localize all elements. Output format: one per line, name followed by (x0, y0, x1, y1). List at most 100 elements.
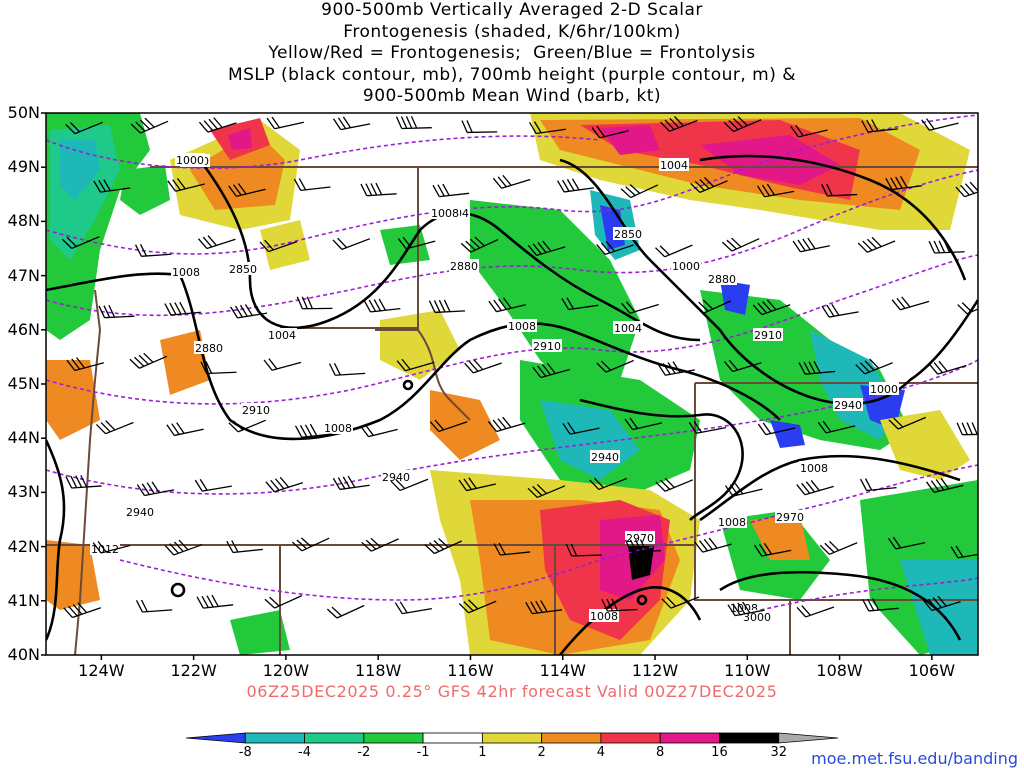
title-line-2: Frontogenesis (shaded, K/6hr/100km) (343, 21, 681, 42)
wind-barb (230, 304, 268, 319)
colorbar-label: 8 (656, 745, 665, 760)
mslp-contour-label-bg (799, 461, 829, 474)
height-contour-label: 2970 (776, 511, 804, 524)
frontolysis-area (770, 420, 805, 448)
wind-barb (432, 183, 470, 198)
wind-barb (620, 184, 659, 199)
wind-barb (532, 362, 570, 379)
colorbar-label: -8 (238, 745, 252, 760)
mslp-contour-label: 1008 (590, 610, 618, 623)
mslp-contour-label: 1008 (431, 207, 459, 220)
wind-barb (332, 237, 371, 250)
colorbar-label: 16 (711, 745, 728, 760)
mslp-contour-label: 1004 (660, 159, 688, 172)
latitude-label: 47N (7, 265, 40, 285)
wind-barb (621, 301, 659, 314)
height-contour-label: 2940 (591, 451, 619, 464)
wind-barb (891, 296, 930, 311)
wind-barb (92, 540, 131, 554)
contour-labels: 1004102010041008100810041008100410001000… (90, 153, 899, 624)
frontogenesis-area (700, 135, 840, 185)
wind-barb (167, 178, 205, 192)
height-contour-label: 2850 (229, 263, 257, 276)
longitude-label: 108W (816, 661, 863, 680)
wind-barb (166, 422, 204, 437)
wind-barb (887, 536, 926, 550)
wind-barb (487, 416, 526, 433)
wind-barb (66, 357, 105, 372)
longitude-label: 110W (724, 661, 771, 680)
wind-barb (65, 475, 102, 489)
wind-barb (798, 361, 836, 375)
wind-barb (363, 298, 401, 313)
latitude-label: 44N (7, 428, 40, 448)
wind-barb (857, 236, 896, 253)
height-contour-label: 3000 (743, 611, 771, 624)
wind-barb (134, 244, 172, 257)
latitude-label: 48N (7, 211, 40, 231)
wind-barb (294, 423, 332, 438)
latitude-label: 41N (7, 590, 40, 610)
wind-barb (561, 297, 599, 311)
wind-barb (925, 477, 964, 493)
colorbar-label: 32 (770, 745, 787, 760)
source-link[interactable]: moe.met.fsu.edu/banding (811, 749, 1018, 768)
height-contour-label: 2880 (708, 273, 736, 286)
wind-barb (259, 239, 298, 253)
wind-barb (817, 420, 856, 434)
mslp-contour-label-bg (90, 542, 120, 555)
wind-barb (792, 237, 830, 253)
wind-barb (129, 352, 168, 369)
wind-barb (756, 183, 795, 198)
wind-barb (266, 116, 305, 130)
wind-barb (724, 482, 763, 497)
frontolysis-area (120, 165, 170, 215)
wind-barb (591, 125, 629, 139)
longitude-label: 118W (355, 661, 402, 680)
mslp-contour-label-bg (717, 515, 747, 528)
mslp-contour-label: 1000 (176, 154, 204, 167)
wind-barb (458, 477, 496, 492)
wind-barb (360, 182, 397, 197)
wind-barb (460, 236, 499, 253)
mslp-contour-label: 1000 (870, 383, 898, 396)
wind-barb (194, 478, 232, 492)
mslp-contour-label: 1008 (800, 462, 828, 475)
height-contour-label: 2880 (450, 260, 478, 273)
wind-barb (928, 360, 967, 375)
wind-barb (63, 602, 101, 619)
mslp-contour-label-bg (430, 206, 460, 219)
height-contour-label-bg (194, 341, 224, 354)
mslp-contour-label-bg (671, 259, 701, 272)
mslp-contour-label-bg (175, 153, 205, 166)
mslp-contour-label-bg (323, 421, 353, 434)
wind-barb (264, 595, 303, 609)
height-contour-label: 2880 (195, 342, 223, 355)
height-contour-label-bg (125, 505, 155, 518)
colorbar-swatch (422, 732, 483, 744)
wind-barb (424, 537, 462, 555)
wind-barb (428, 299, 466, 314)
wind-barb (492, 174, 531, 189)
wind-barb (527, 240, 566, 257)
wind-barb (688, 421, 727, 434)
colorbar-label: -1 (416, 745, 430, 760)
colorbar-swatch (481, 732, 543, 744)
wind-barb (957, 302, 978, 315)
mslp-contour-label-bg (171, 265, 201, 278)
mslp-contour-label-bg (589, 609, 619, 622)
wind-barb (326, 604, 365, 619)
wind-barb (528, 121, 566, 135)
wind-barb (885, 176, 923, 191)
wind-barb (956, 422, 978, 436)
title-line-4: MSLP (black contour, mb), 700mb height (… (227, 64, 797, 85)
colorbar-swatch (541, 732, 602, 744)
wind-barb (135, 599, 173, 613)
wind-barb (928, 240, 965, 254)
wind-barb (601, 598, 638, 612)
wind-barb (589, 477, 627, 491)
wind-barb (291, 537, 330, 552)
wind-barb (228, 183, 266, 198)
wind-barb (464, 359, 502, 374)
